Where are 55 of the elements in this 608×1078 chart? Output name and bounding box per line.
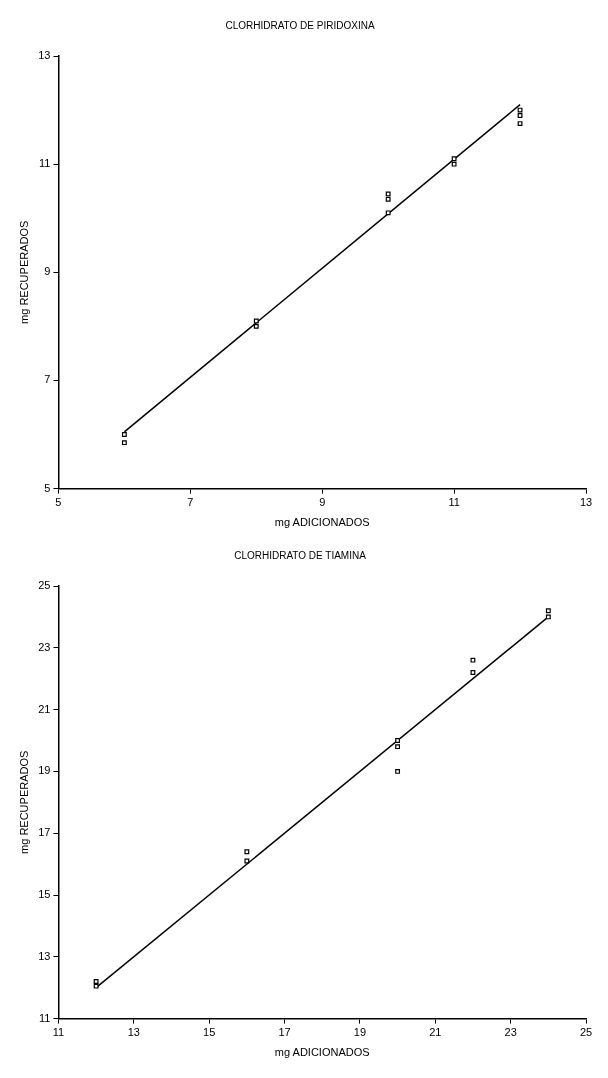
x-tick-label: 21	[429, 1026, 442, 1039]
point	[385, 191, 391, 197]
y-tick-label: 21	[38, 702, 51, 715]
point	[244, 858, 250, 864]
point	[253, 323, 259, 329]
x-tick-label: 7	[187, 496, 194, 509]
y-tick-label: 23	[38, 640, 51, 653]
x-tick-label: 25	[579, 1026, 593, 1039]
x-axis-title: mg ADICIONADOS	[274, 516, 370, 529]
point	[470, 657, 476, 663]
x-tick-label: 17	[278, 1026, 291, 1039]
y-tick-label: 25	[38, 579, 51, 592]
y-tick-label: 9	[44, 265, 51, 278]
point	[93, 983, 99, 989]
y-tick-label: 13	[38, 949, 51, 962]
y-tick-label: 7	[44, 373, 51, 386]
point	[517, 107, 523, 113]
y-tick-label: 11	[39, 1011, 51, 1024]
y-tick-label: 5	[44, 481, 51, 494]
y-tick-label: 17	[38, 826, 51, 839]
y-axis-title: mg RECUPERADOS	[17, 750, 30, 854]
x-tick-label: 15	[203, 1026, 216, 1039]
chart-title: CLORHIDRATO DE TIAMINA	[234, 549, 367, 561]
x-tick-label: 19	[353, 1026, 367, 1039]
y-tick-label: 13	[38, 49, 51, 62]
point	[470, 670, 476, 675]
point	[545, 608, 551, 614]
point	[385, 196, 391, 202]
x-tick-label: 11	[448, 496, 460, 509]
point	[451, 156, 457, 162]
y-tick-label: 15	[38, 888, 51, 901]
point	[451, 161, 457, 167]
x-tick-label: 23	[504, 1026, 517, 1039]
chart-title: CLORHIDRATO DE PIRIDOXINA	[225, 19, 375, 31]
point	[385, 210, 391, 216]
point	[395, 744, 401, 750]
x-tick-label: 5	[55, 496, 62, 509]
point	[121, 440, 127, 446]
x-tick-label: 11	[52, 1026, 65, 1039]
x-tick-label: 13	[579, 496, 593, 509]
point	[395, 768, 401, 774]
y-tick-label: 19	[38, 764, 51, 777]
x-tick-label: 13	[127, 1026, 140, 1039]
point	[395, 738, 401, 743]
point	[93, 979, 99, 984]
y-axis-title: mg RECUPERADOS	[17, 220, 30, 324]
point	[517, 113, 523, 118]
x-axis-title: mg ADICIONADOS	[274, 1046, 370, 1059]
point	[121, 432, 127, 437]
point	[517, 121, 523, 127]
x-tick-label: 9	[319, 496, 326, 509]
point	[545, 614, 551, 620]
point	[244, 849, 250, 855]
y-tick-label: 11	[39, 157, 51, 170]
point	[253, 318, 259, 324]
